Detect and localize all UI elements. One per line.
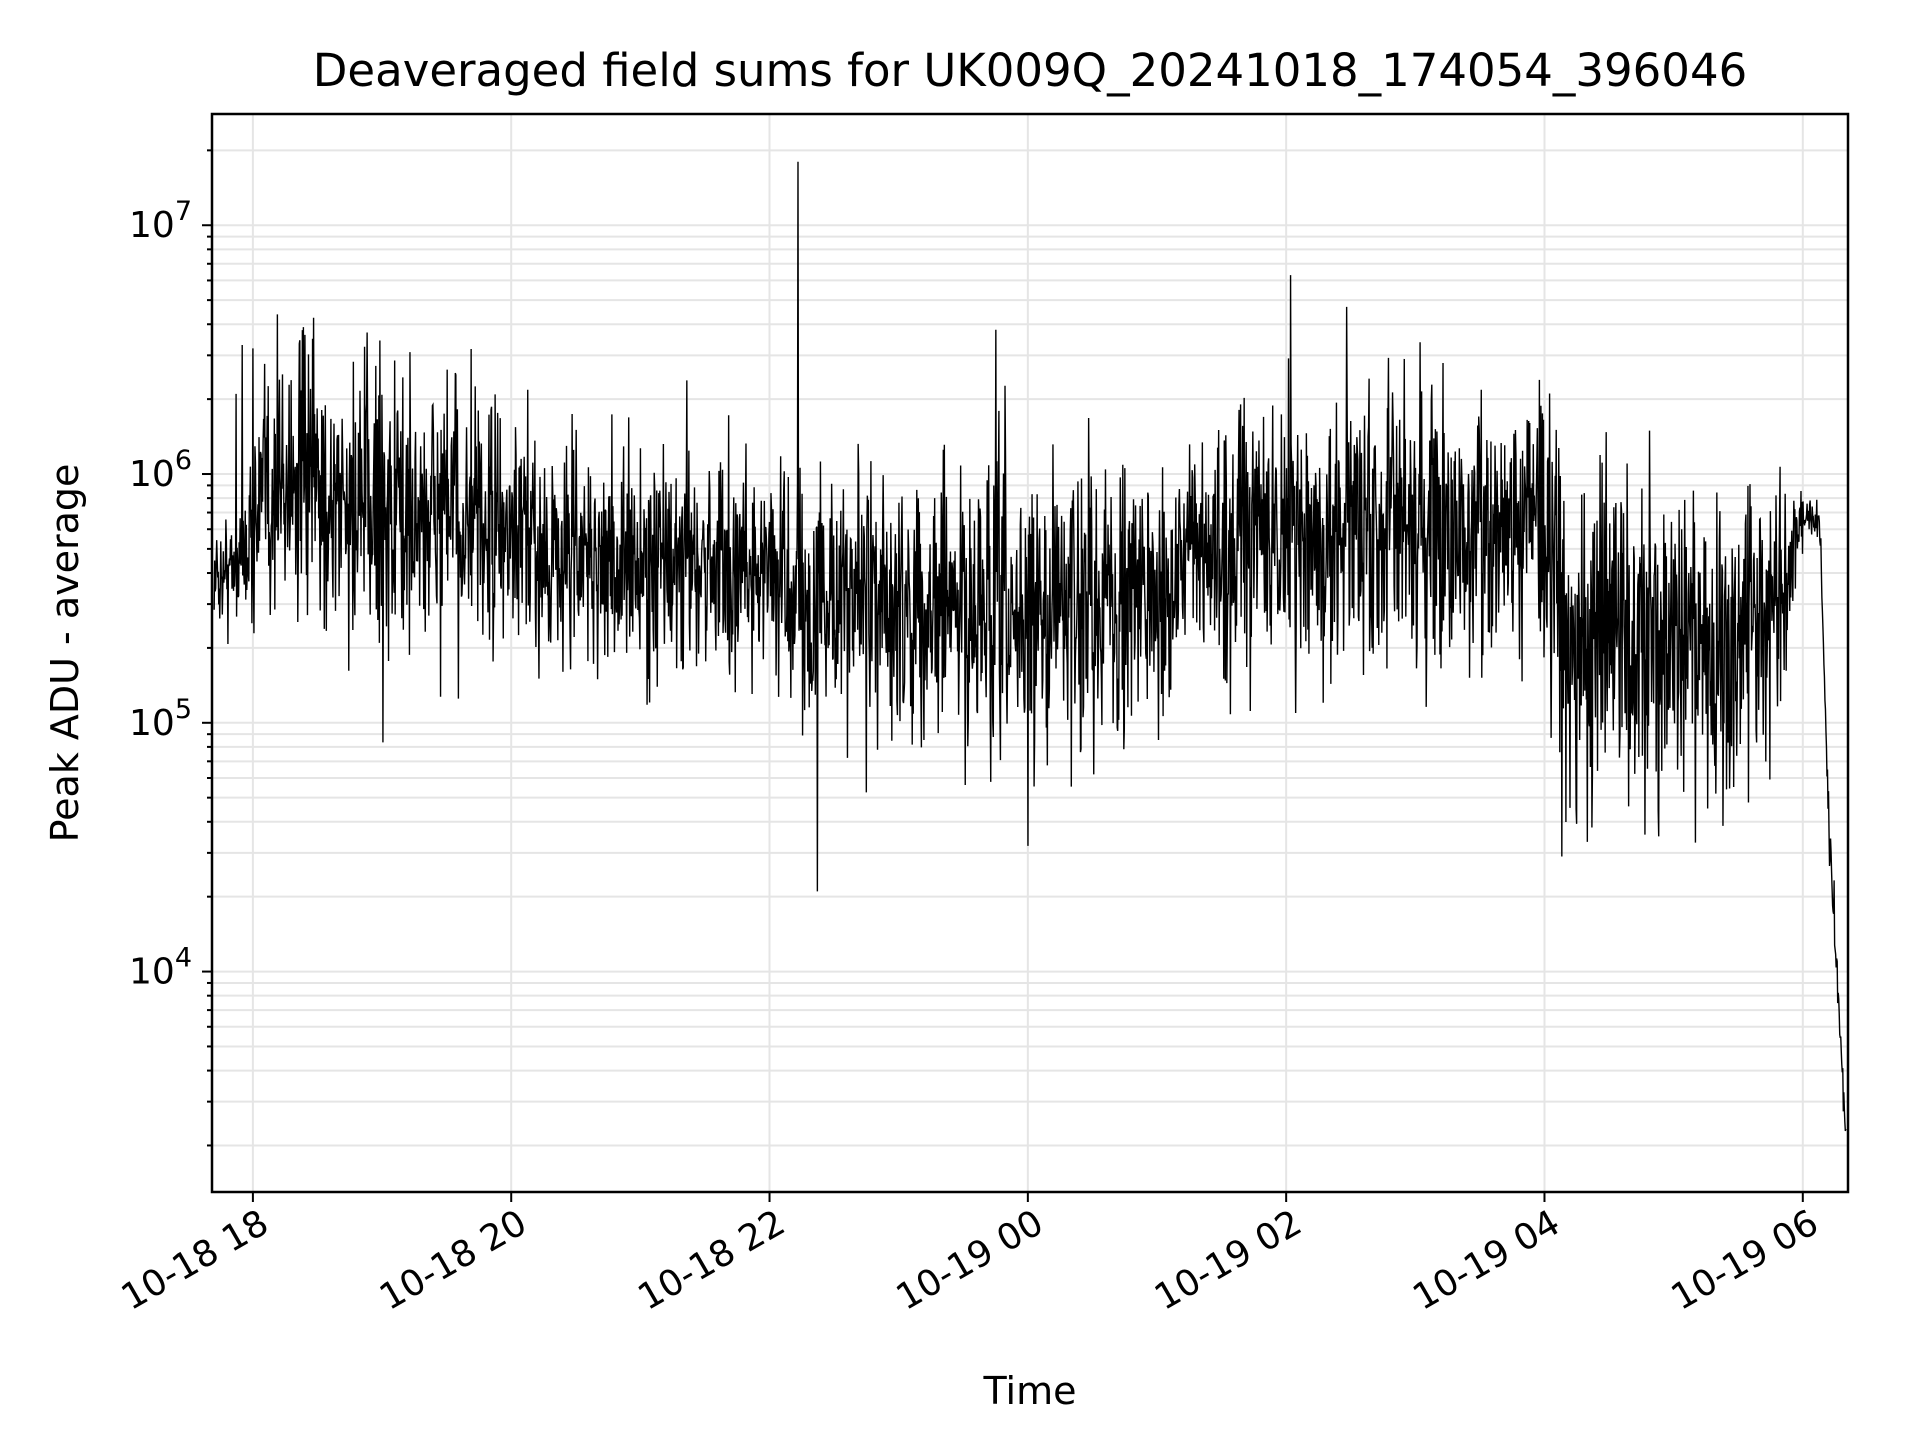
y-tick-label: 107 [129,196,192,246]
y-axis: 104 105 106 107 [129,149,212,1147]
chart-title: Deaveraged field sums for UK009Q_2024101… [313,44,1747,97]
series-layer [213,161,1847,1132]
y-tick-label: 106 [129,445,192,495]
y-tick-label: 105 [129,694,192,744]
series-line [213,161,1847,1132]
plot-frame [210,112,1850,1194]
x-axis-label: Time [983,1369,1077,1413]
y-axis-label: Peak ADU - average [43,464,87,843]
y-tick-label: 104 [129,943,192,993]
